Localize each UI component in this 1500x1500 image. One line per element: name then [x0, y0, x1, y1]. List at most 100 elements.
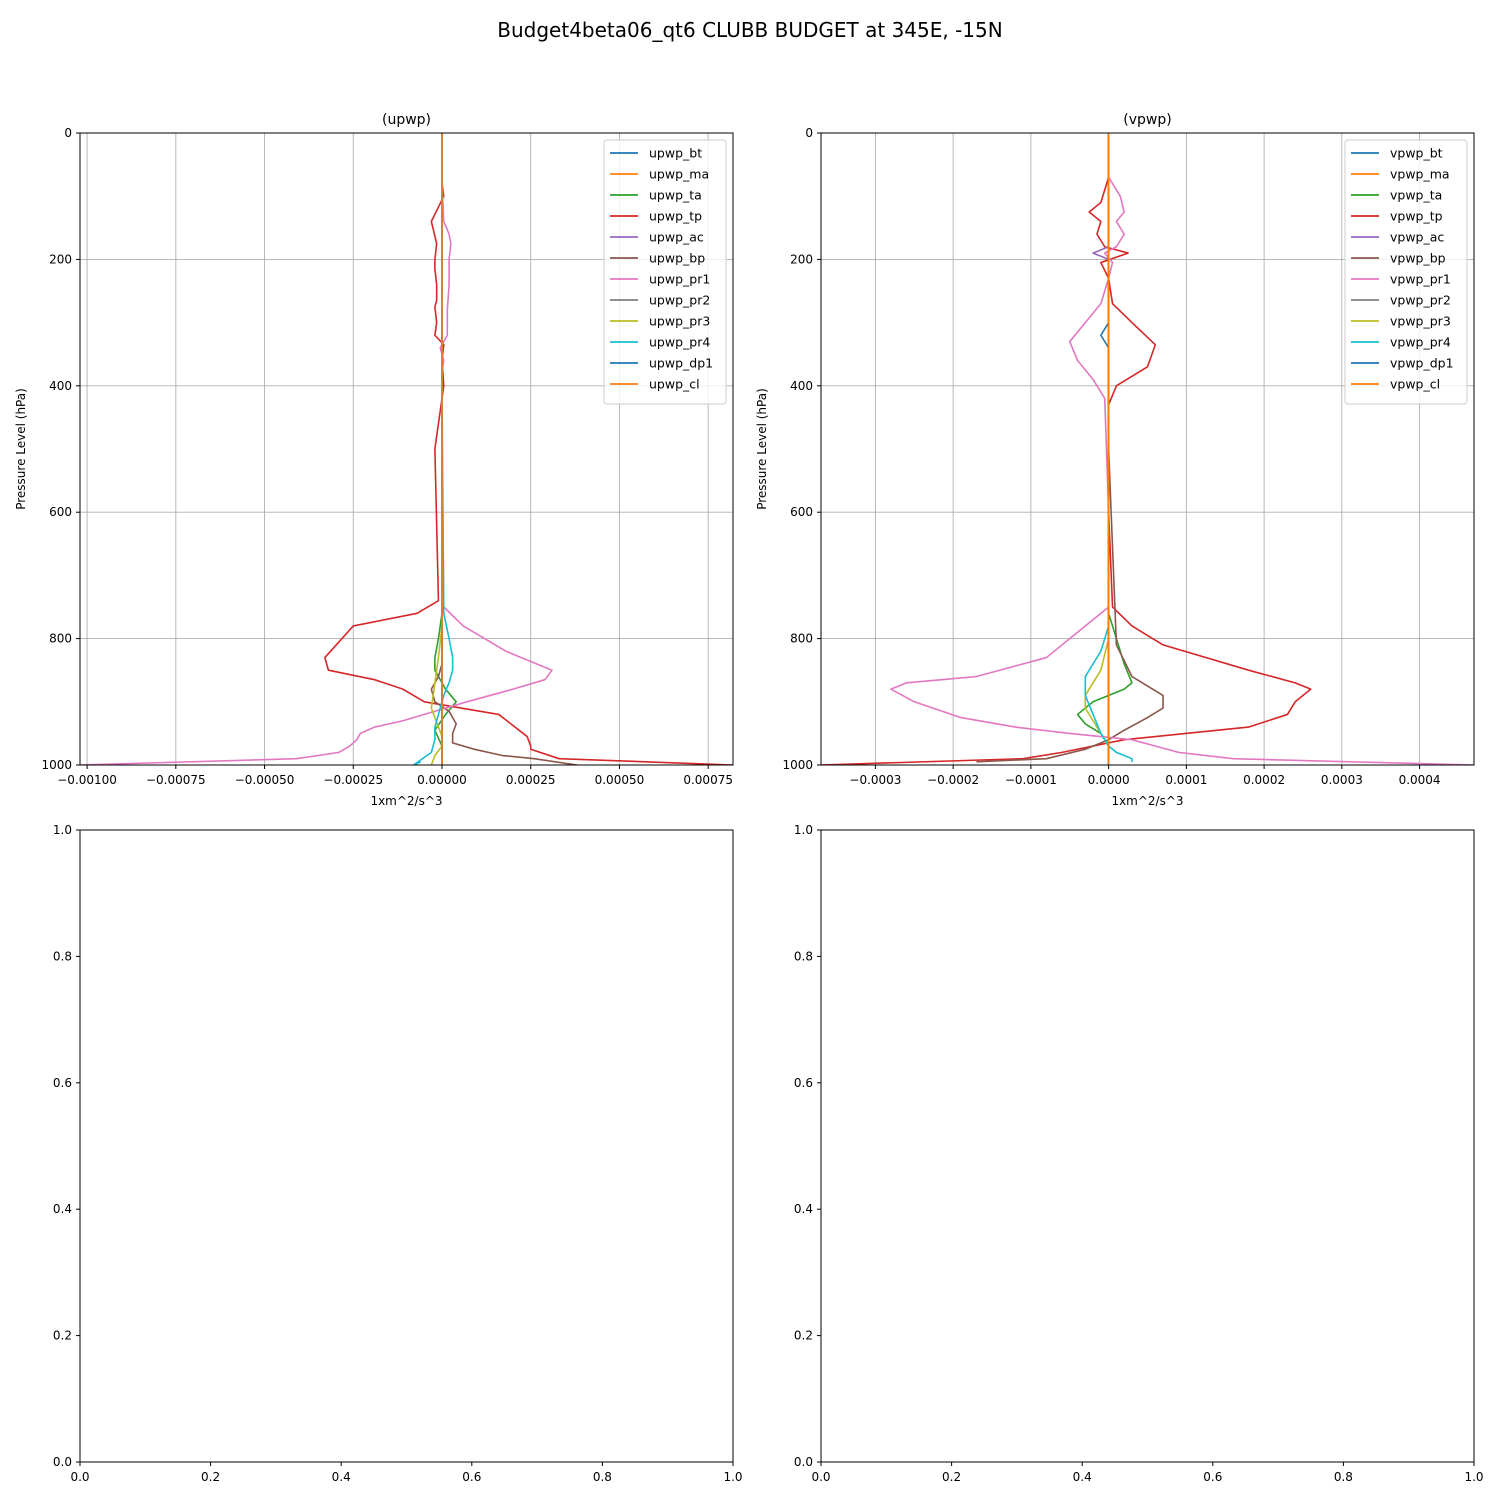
y-tick-label: 0.4 [794, 1202, 813, 1216]
y-tick-label: 1.0 [53, 823, 72, 837]
chart-panel-2: −0.0003 −0.0002 −0.0001 0.0000 0.0001 0.0002 0… [755, 112, 1475, 808]
legend-label: vpwp_dp1 [1390, 356, 1454, 371]
y-tick-label: 800 [49, 632, 72, 646]
y-tick-label: 600 [790, 505, 813, 519]
series-line-vpwp_tp [821, 133, 1312, 765]
x-tick-label: −0.00100 [57, 773, 117, 787]
chart-panel-1: −0.00100 −0.00075 −0.00050 −0.00025 0.00000 0… [14, 112, 734, 808]
series-line-upwp_tp [324, 133, 733, 765]
x-tick-label: 0.00025 [506, 773, 556, 787]
legend-label: vpwp_pr3 [1390, 314, 1451, 329]
x-tick-label: −0.00075 [146, 773, 206, 787]
legend-box [1344, 139, 1468, 405]
y-axis-label: Pressure Level (hPa) [14, 388, 28, 510]
y-tick-label: 0.0 [53, 1455, 72, 1469]
x-tick-label: 0.00000 [417, 773, 467, 787]
x-tick-label: −0.00025 [323, 773, 383, 787]
panel-title: (upwp) [382, 112, 431, 128]
legend-box [603, 139, 727, 405]
y-tick-label: 0.0 [794, 1455, 813, 1469]
x-axis-label: 1xm^2/s^3 [1111, 794, 1183, 808]
y-tick-label: 800 [790, 632, 813, 646]
x-tick-label: 0.2 [201, 1470, 220, 1484]
x-tick-label: 1.0 [1464, 1470, 1483, 1484]
x-tick-label: 0.0004 [1399, 773, 1441, 787]
x-tick-label: −0.00050 [235, 773, 295, 787]
legend: vpwp_bt vpwp_ma vpwp_ta vpwp_tp vpwp_ac vpwp_… [1344, 139, 1468, 405]
y-tick-label: 200 [49, 252, 72, 266]
x-tick-label: 0.0003 [1321, 773, 1363, 787]
x-tick-label: 0.2 [942, 1470, 961, 1484]
series-line-vpwp_pr1 [890, 133, 1474, 765]
x-tick-label: 0.0000 [1088, 773, 1130, 787]
y-tick-label: 400 [49, 379, 72, 393]
legend-label: vpwp_pr2 [1390, 293, 1451, 308]
y-tick-label: 0.2 [794, 1329, 813, 1343]
legend-label: vpwp_bt [1390, 146, 1443, 161]
legend-label: vpwp_bp [1390, 251, 1446, 266]
y-tick-label: 0.8 [53, 949, 72, 963]
legend-label: vpwp_pr1 [1390, 272, 1451, 287]
legend-label: upwp_cl [649, 377, 700, 392]
x-tick-label: 0.0 [811, 1470, 830, 1484]
axes-frame [820, 132, 1475, 766]
x-tick-label: 0.4 [332, 1470, 351, 1484]
legend-label: upwp_pr3 [649, 314, 710, 329]
y-tick-label: 1000 [41, 758, 72, 772]
y-tick-label: 200 [790, 252, 813, 266]
x-tick-label: −0.0003 [849, 773, 901, 787]
axes-frame [79, 132, 734, 766]
series-line-vpwp_dp1 [1100, 133, 1110, 765]
y-tick-label: 0.6 [53, 1076, 72, 1090]
x-tick-label: −0.0001 [1005, 773, 1057, 787]
series-group [821, 133, 1474, 765]
legend-label: upwp_ac [649, 230, 704, 245]
chart-panel-3: 0.0 0.2 0.4 0.6 0.8 1.0 0.0 0.2 0.4 0.6 0.8 1.0 [53, 823, 743, 1484]
legend-label: vpwp_cl [1390, 377, 1440, 392]
x-tick-label: 0.0001 [1165, 773, 1207, 787]
axes-frame [79, 829, 734, 1463]
y-tick-label: 1000 [782, 758, 813, 772]
legend-label: upwp_ta [649, 188, 702, 203]
y-tick-label: 0 [64, 126, 72, 140]
x-tick-label: 0.8 [593, 1470, 612, 1484]
series-line-upwp_pr4 [412, 133, 454, 765]
legend-label: vpwp_tp [1390, 209, 1443, 224]
axes-frame [820, 829, 1475, 1463]
series-line-vpwp_ta [1076, 133, 1133, 765]
x-tick-label: 0.4 [1073, 1470, 1092, 1484]
legend-label: upwp_pr4 [649, 335, 710, 350]
legend-label: upwp_dp1 [649, 356, 713, 371]
y-tick-label: 0 [805, 126, 813, 140]
legend-label: upwp_pr2 [649, 293, 710, 308]
chart-panel-4: 0.0 0.2 0.4 0.6 0.8 1.0 0.0 0.2 0.4 0.6 0.8 1.0 [794, 823, 1484, 1484]
x-tick-label: 0.0002 [1243, 773, 1285, 787]
y-tick-label: 0.2 [53, 1329, 72, 1343]
legend-label: upwp_pr1 [649, 272, 710, 287]
y-tick-label: 0.4 [53, 1202, 72, 1216]
y-tick-label: 1.0 [794, 823, 813, 837]
legend-label: vpwp_ma [1390, 167, 1450, 182]
x-tick-label: 0.6 [462, 1470, 481, 1484]
x-tick-label: 0.8 [1334, 1470, 1353, 1484]
series-line-vpwp_bp [976, 133, 1164, 763]
legend-label: upwp_bp [649, 251, 705, 266]
x-tick-label: 0.00075 [683, 773, 733, 787]
legend: upwp_bt upwp_ma upwp_ta upwp_tp upwp_ac upwp_… [603, 139, 727, 405]
y-tick-label: 0.6 [794, 1076, 813, 1090]
legend-label: upwp_ma [649, 167, 709, 182]
x-tick-label: 0.00050 [595, 773, 645, 787]
y-axis-label: Pressure Level (hPa) [755, 388, 769, 510]
legend-label: upwp_bt [649, 146, 702, 161]
x-tick-label: 1.0 [723, 1470, 742, 1484]
figure-title: Budget4beta06_qt6 CLUBB BUDGET at 345E, … [497, 18, 1002, 42]
x-tick-label: −0.0002 [927, 773, 979, 787]
series-group [80, 133, 733, 765]
legend-label: vpwp_pr4 [1390, 335, 1451, 350]
y-tick-label: 0.8 [794, 949, 813, 963]
legend-label: vpwp_ac [1390, 230, 1444, 245]
legend-label: upwp_tp [649, 209, 702, 224]
x-tick-label: 0.6 [1203, 1470, 1222, 1484]
y-tick-label: 600 [49, 505, 72, 519]
